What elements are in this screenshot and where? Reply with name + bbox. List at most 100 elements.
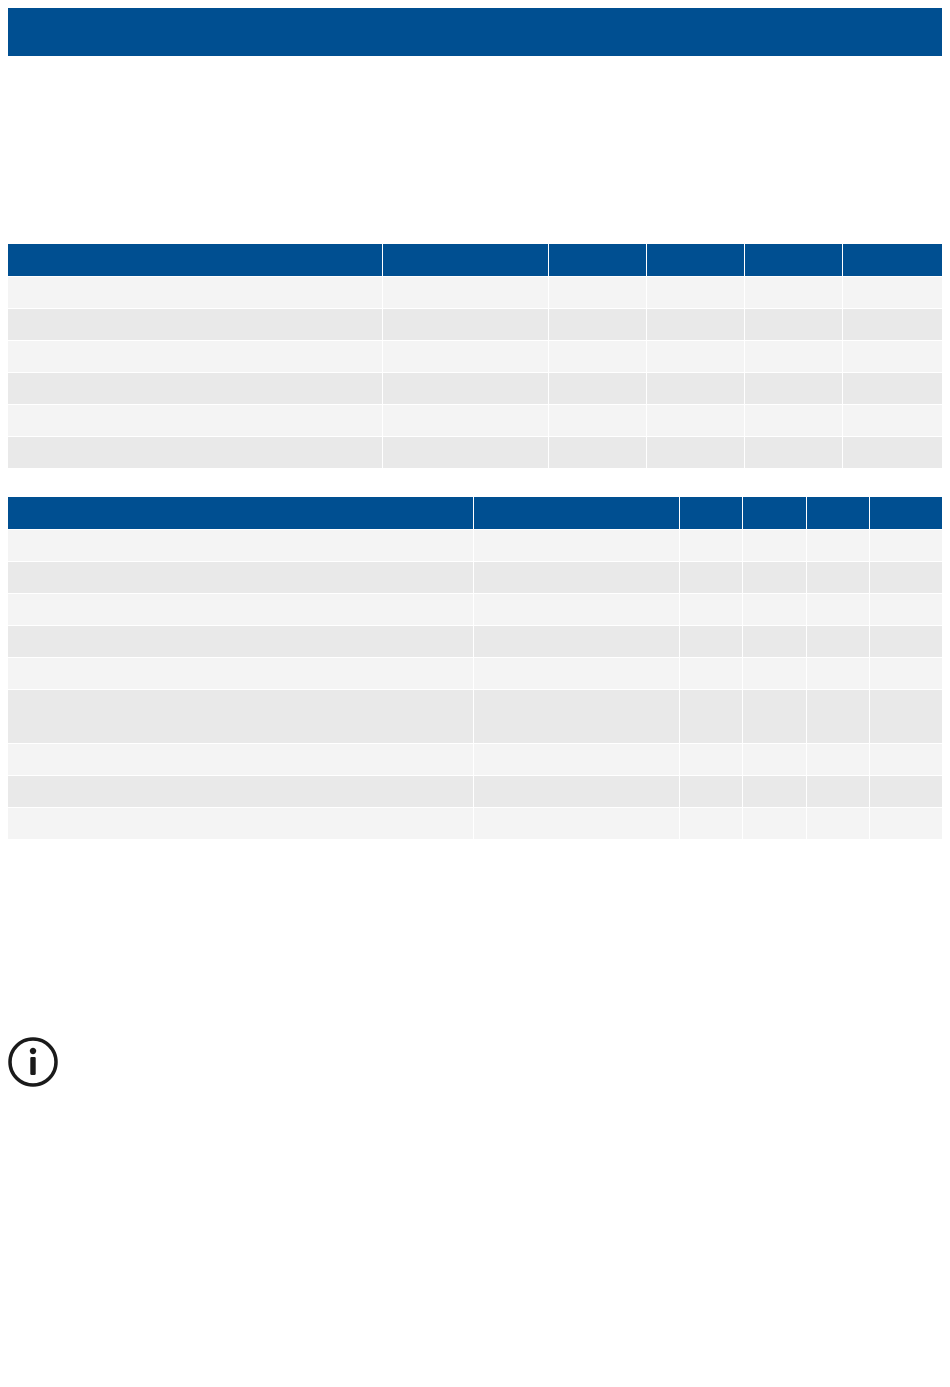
table-cell [868,529,942,561]
table-cell [678,775,742,807]
table-row [8,561,942,593]
column-header [868,497,942,529]
page-title-banner [8,8,942,56]
column-header [8,244,382,276]
column-header [8,497,473,529]
table-cell [645,308,744,340]
table-cell [868,743,942,775]
table-cell [678,807,742,839]
table-cell [678,743,742,775]
table-cell [678,689,742,743]
table-cell [805,593,869,625]
data-table-2 [8,497,942,839]
table-cell [645,340,744,372]
table-cell [645,372,744,404]
table-row [8,689,942,743]
table-row [8,340,942,372]
table-header-row [8,497,942,529]
table-cell [741,593,806,625]
table-cell [472,625,679,657]
table-cell [381,436,548,468]
table-cell [381,308,548,340]
table-cell [841,404,942,436]
table-cell [805,689,869,743]
table-cell [381,340,548,372]
column-header [841,244,942,276]
table-cell [743,404,842,436]
info-note [7,1036,59,1088]
table-cell [472,657,679,689]
table-header-row [8,244,942,276]
table-cell [8,340,382,372]
table-cell [547,340,646,372]
table-cell [8,276,382,308]
column-header [472,497,679,529]
table-cell [805,807,869,839]
column-header [805,497,869,529]
table-row [8,372,942,404]
table-cell [678,593,742,625]
table-cell [805,561,869,593]
table-cell [741,807,806,839]
table-cell [8,372,382,404]
table-cell [805,529,869,561]
table-cell [741,561,806,593]
table-cell [743,436,842,468]
table-cell [8,561,473,593]
table-cell [678,625,742,657]
table-cell [741,625,806,657]
table-row [8,436,942,468]
data-table-1 [8,244,942,468]
table-cell [8,743,473,775]
table-cell [547,436,646,468]
table-cell [841,276,942,308]
table-cell [8,308,382,340]
table-cell [868,807,942,839]
table-cell [805,743,869,775]
table-cell [381,372,548,404]
table-cell [472,593,679,625]
table-cell [868,657,942,689]
table-cell [8,625,473,657]
table-cell [381,404,548,436]
table-cell [678,529,742,561]
table-cell [472,807,679,839]
table-cell [645,276,744,308]
table-cell [8,689,473,743]
table-cell [741,775,806,807]
table-cell [472,689,679,743]
table-cell [8,657,473,689]
table-cell [8,529,473,561]
table-cell [8,807,473,839]
table-cell [547,404,646,436]
table-cell [678,657,742,689]
table-row [8,593,942,625]
table-cell [841,340,942,372]
column-header [547,244,646,276]
table-row [8,404,942,436]
table-cell [741,529,806,561]
table-cell [868,561,942,593]
table-cell [868,593,942,625]
table-row [8,308,942,340]
table-cell [841,372,942,404]
table-cell [547,372,646,404]
table-row [8,657,942,689]
column-header [741,497,806,529]
table-cell [868,775,942,807]
table-cell [8,593,473,625]
table-cell [741,743,806,775]
table-row [8,743,942,775]
table-cell [868,689,942,743]
table-cell [841,308,942,340]
column-header [645,244,744,276]
table-cell [741,689,806,743]
table-cell [841,436,942,468]
table-cell [743,372,842,404]
column-header [381,244,548,276]
info-icon [8,1037,58,1087]
table-row [8,276,942,308]
table-cell [472,529,679,561]
table-cell [868,625,942,657]
table-cell [805,775,869,807]
